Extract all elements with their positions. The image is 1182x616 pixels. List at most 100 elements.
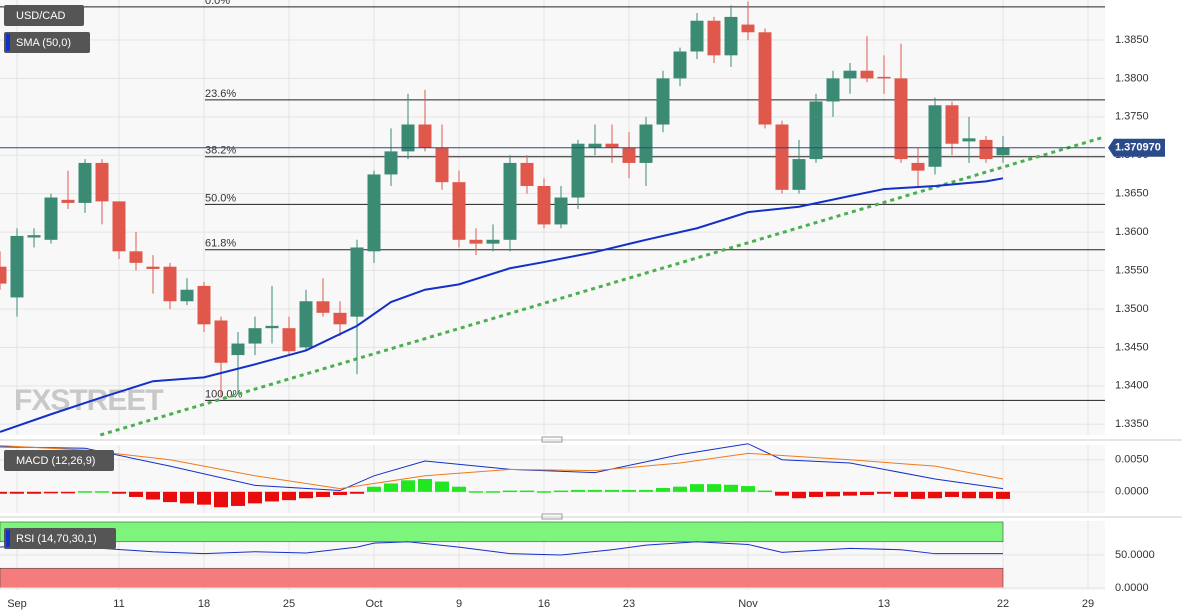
histogram-bar [503,490,517,493]
y-tick-label: 1.3350 [1115,418,1149,430]
last-price-tag [1108,138,1165,157]
histogram-bar [673,486,687,492]
candle-body [826,78,840,102]
histogram-bar [146,491,160,500]
histogram-bar [316,491,330,497]
legend-box [4,528,116,549]
histogram-bar [996,491,1010,499]
histogram-bar [826,491,840,497]
histogram-bar [843,491,857,496]
histogram-bar [979,491,993,499]
candle-body [486,239,500,244]
sma-line [0,177,1004,433]
x-tick-label: 25 [283,598,295,610]
candle-body [605,143,619,148]
candle-body [0,266,7,284]
x-tick-label: 23 [623,598,635,610]
candle-body [894,78,908,160]
resize-handle[interactable] [541,436,563,443]
legend-box [4,5,84,26]
candle-body [996,147,1010,156]
candle-body [554,197,568,225]
candle-body [214,320,228,363]
histogram-bar [163,491,177,503]
macd-panel [0,445,1105,513]
histogram-bar [656,487,670,492]
price-panel [0,0,1105,435]
histogram-bar [350,491,364,494]
rsi-zone [0,521,1004,543]
histogram-bar [724,484,738,492]
histogram-bar [265,491,279,502]
fib-label: 0.0% [205,0,230,7]
histogram-bar [95,491,109,493]
y-tick-label: 1.3500 [1115,303,1149,315]
histogram-bar [435,481,449,492]
x-tick-label: 29 [1082,598,1094,610]
histogram-bar [877,491,891,494]
candle-body [401,124,415,152]
candle-body [78,162,92,203]
candle-body [10,235,24,298]
candle-body [520,162,534,186]
legend-box [4,450,114,471]
histogram-bar [78,491,92,493]
histogram-bar [27,491,41,494]
histogram-bar [741,486,755,492]
histogram-bar [129,491,143,497]
histogram-bar [401,480,415,492]
histogram-bar [180,491,194,504]
candle-body [945,105,959,144]
y-tick-label: 1.3550 [1115,264,1149,276]
candle-body [792,159,806,190]
candle-body [656,78,670,125]
histogram-bar [452,486,466,492]
candle-body [911,162,925,171]
candle-body [27,235,41,238]
legend-box [4,32,90,53]
candle-body [571,143,585,198]
legend-label: RSI (14,70,30,1) [16,533,97,545]
candle-body [877,76,891,79]
histogram-bar [537,491,551,493]
fib-label: 50.0% [205,192,236,204]
histogram-bar [418,479,432,492]
x-tick-label: Oct [365,598,382,610]
y-tick-label: 1.3600 [1115,226,1149,238]
candle-body [146,266,160,269]
fib-label: 23.6% [205,88,236,100]
histogram-bar [945,491,959,497]
candle-body [299,301,313,348]
candle-body [231,343,245,356]
y-tick-label: 0.0050 [1115,454,1149,466]
histogram-bar [962,491,976,499]
histogram-bar [639,489,653,492]
legend-label: SMA (50,0) [16,37,71,49]
candle-body [928,105,942,167]
candle-body [775,124,789,190]
x-tick-label: 13 [878,598,890,610]
candle-body [316,301,330,313]
histogram-bar [486,491,500,493]
candle-body [673,51,687,79]
x-tick-label: Sep [7,598,27,610]
histogram-bar [520,490,534,493]
candle-body [282,328,296,352]
x-tick-label: 18 [198,598,210,610]
histogram-bar [809,491,823,497]
resize-handle[interactable] [541,513,563,520]
candle-body [248,328,262,344]
candle-body [418,124,432,148]
histogram-bar [860,491,874,496]
candle-body [163,266,177,302]
rsi-line [0,541,1003,556]
y-tick-label: 1.3800 [1115,72,1149,84]
histogram-bar [928,491,942,499]
candle-body [44,197,58,240]
candle-body [588,143,602,148]
histogram-bar [0,491,7,494]
y-tick-label: 50.0000 [1115,549,1155,561]
histogram-bar [367,486,381,492]
histogram-bar [214,491,228,508]
rsi-zone [0,567,1004,589]
